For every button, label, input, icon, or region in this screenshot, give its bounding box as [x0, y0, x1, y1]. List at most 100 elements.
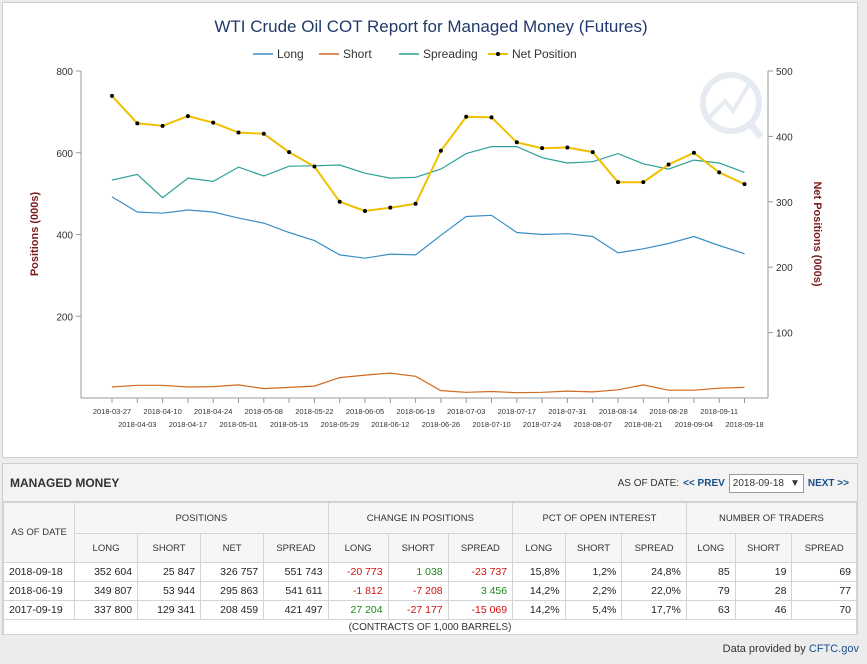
- col-tr-spread: SPREAD: [791, 533, 857, 563]
- table-row: 2018-09-18 352 604 25 847 326 757 551 74…: [3, 562, 857, 582]
- table-note-row: (CONTRACTS OF 1,000 BARRELS): [3, 619, 857, 635]
- x-tick-label: 2018-06-12: [371, 420, 409, 429]
- net-position-point: [464, 114, 469, 119]
- cell-pos-long: 349 807: [73, 581, 139, 601]
- y-axis-right-ticks: 100 200 300 400 500: [768, 67, 793, 340]
- cell-pct-spread: 17,7%: [621, 600, 687, 620]
- x-axis-ticks: 2018-03-27 2018-04-03 2018-04-10 2018-04-17…: [93, 398, 764, 429]
- cell-pct-short: 1,2%: [564, 562, 623, 582]
- x-tick-label: 2018-08-28: [649, 407, 687, 416]
- y-left-tick-label: 800: [56, 67, 73, 78]
- x-tick-label: 2018-05-15: [270, 420, 308, 429]
- x-tick-label: 2018-07-10: [472, 420, 510, 429]
- net-position-point: [691, 150, 696, 155]
- series-line-short: [111, 372, 745, 394]
- cftc-link[interactable]: CFTC.gov: [808, 643, 859, 655]
- y-right-tick-label: 400: [776, 132, 793, 143]
- cot-table: AS OF DATE POSITIONS CHANGE IN POSITIONS…: [3, 502, 858, 635]
- cell-pct-long: 15,8%: [512, 562, 566, 582]
- net-position-point: [388, 205, 393, 210]
- chart-series: [110, 93, 747, 394]
- col-chg-short: SHORT: [387, 533, 449, 563]
- x-tick-label: 2018-03-27: [93, 407, 131, 416]
- x-tick-label: 2018-04-24: [194, 407, 232, 416]
- y-left-tick-label: 400: [56, 231, 73, 242]
- net-position-point: [616, 180, 620, 185]
- group-pct: PCT OF OPEN INTEREST: [512, 502, 687, 534]
- cell-chg-short: -27 177: [387, 600, 449, 620]
- cell-pct-short: 2,2%: [564, 581, 623, 601]
- cell-pct-long: 14,2%: [512, 600, 566, 620]
- net-position-point: [413, 201, 418, 206]
- cell-pct-spread: 22,0%: [621, 581, 687, 601]
- net-position-point: [185, 114, 190, 119]
- legend-label: Spreading: [423, 47, 478, 61]
- cell-date: 2018-09-18: [3, 562, 75, 582]
- x-tick-label: 2018-05-01: [219, 420, 257, 429]
- net-position-point: [236, 130, 241, 135]
- x-tick-label: 2018-07-03: [447, 407, 485, 416]
- date-select[interactable]: 2018-09-18 ▼: [728, 474, 804, 493]
- cell-tr-spread: 70: [791, 600, 857, 620]
- net-position-point: [666, 162, 671, 167]
- legend-label: Long: [277, 47, 304, 61]
- cell-pct-spread: 24,8%: [621, 562, 687, 582]
- net-position-point: [160, 123, 165, 128]
- x-tick-label: 2018-07-31: [548, 407, 586, 416]
- legend-label: Short: [343, 47, 372, 61]
- legend-label: Net Position: [512, 47, 577, 61]
- prev-link[interactable]: << PREV: [683, 478, 725, 489]
- series-line-long: [111, 196, 745, 259]
- net-position-point: [363, 208, 367, 213]
- cell-pos-net: 295 863: [200, 581, 265, 601]
- x-tick-label: 2018-08-07: [574, 420, 612, 429]
- managed-money-panel: MANAGED MONEY AS OF DATE: << PREV 2018-0…: [2, 463, 858, 635]
- x-tick-label: 2018-08-14: [599, 407, 637, 416]
- cell-pos-long: 337 800: [73, 600, 139, 620]
- watermark-logo-icon: [700, 72, 764, 140]
- cell-tr-long: 85: [685, 562, 736, 582]
- cell-tr-spread: 69: [791, 562, 857, 582]
- next-link[interactable]: NEXT >>: [807, 478, 849, 489]
- table-row: 2018-06-19 349 807 53 944 295 863 541 61…: [3, 581, 857, 601]
- footer-text: Data provided by: [722, 643, 806, 655]
- y-right-tick-label: 200: [776, 263, 793, 274]
- y-axis-right-label: Net Positions (000s): [811, 181, 823, 286]
- cell-pos-long: 352 604: [73, 562, 139, 582]
- cell-pos-spread: 541 611: [263, 581, 329, 601]
- cot-line-chart: WTI Crude Oil COT Report for Managed Mon…: [29, 17, 823, 429]
- cell-chg-short: -7 208: [387, 581, 449, 601]
- cell-pos-short: 129 341: [137, 600, 202, 620]
- y-left-tick-label: 200: [56, 312, 73, 323]
- x-tick-label: 2018-08-21: [624, 420, 662, 429]
- cell-chg-long: -20 773: [327, 562, 389, 582]
- y-left-tick-label: 600: [56, 149, 73, 160]
- x-tick-label: 2018-05-29: [321, 420, 359, 429]
- col-pos-short: SHORT: [137, 533, 202, 563]
- table-row: 2017-09-19 337 800 129 341 208 459 421 4…: [3, 600, 857, 620]
- net-position-point: [135, 121, 140, 126]
- x-tick-label: 2018-04-03: [118, 420, 156, 429]
- cell-pos-spread: 551 743: [263, 562, 329, 582]
- net-position-point: [438, 148, 443, 153]
- net-position-point: [590, 150, 595, 155]
- footer: Data provided by CFTC.gov: [723, 643, 859, 655]
- panel-title: MANAGED MONEY: [10, 476, 120, 490]
- x-tick-label: 2018-07-24: [523, 420, 561, 429]
- col-pct-short: SHORT: [564, 533, 623, 563]
- cell-chg-long: -1 812: [327, 581, 389, 601]
- x-tick-label: 2018-09-18: [725, 420, 763, 429]
- net-position-point: [742, 182, 747, 187]
- as-of-label: AS OF DATE:: [617, 478, 680, 489]
- cell-pos-short: 25 847: [137, 562, 202, 582]
- dropdown-arrow-icon: ▼: [789, 478, 800, 489]
- cell-tr-long: 63: [685, 600, 736, 620]
- x-tick-label: 2018-04-10: [143, 407, 181, 416]
- net-position-point: [312, 164, 317, 169]
- x-tick-label: 2018-07-17: [498, 407, 536, 416]
- cell-chg-short: 1 038: [387, 562, 449, 582]
- y-right-tick-label: 500: [776, 67, 793, 78]
- cell-tr-short: 19: [734, 562, 793, 582]
- panel-header: MANAGED MONEY AS OF DATE: << PREV 2018-0…: [3, 464, 857, 502]
- net-position-point: [565, 145, 570, 150]
